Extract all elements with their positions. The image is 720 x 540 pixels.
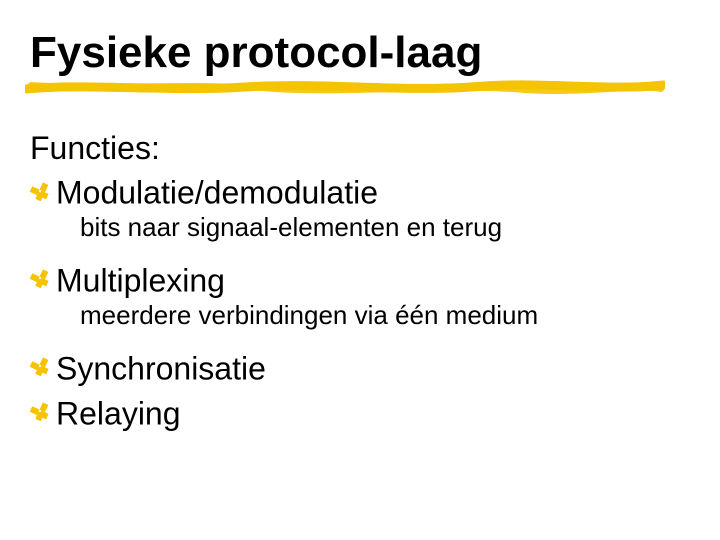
content-area: Functies: Modulatie/demodulatie bits naa…: [30, 130, 670, 432]
item-row: Modulatie/demodulatie: [30, 171, 670, 212]
windmill-bullet-icon: [30, 356, 56, 376]
item-row: Relaying: [30, 392, 670, 433]
windmill-bullet-icon: [30, 268, 56, 288]
list-item: Modulatie/demodulatie bits naar signaal-…: [30, 171, 670, 243]
item-row: Multiplexing: [30, 259, 670, 300]
item-label: Synchronisatie: [56, 350, 266, 386]
item-row: Synchronisatie: [30, 347, 670, 388]
item-label: Modulatie/demodulatie: [56, 174, 378, 210]
list-item: Multiplexing meerdere verbindingen via é…: [30, 259, 670, 331]
slide: Fysieke protocol-laag Functies:: [0, 0, 720, 540]
windmill-bullet-icon: [30, 401, 56, 421]
item-description: meerdere verbindingen via één medium: [80, 300, 670, 331]
item-label: Multiplexing: [56, 262, 225, 298]
title-underline: [25, 80, 665, 94]
list-item: Relaying: [30, 392, 670, 433]
section-subhead: Functies:: [30, 130, 670, 167]
slide-title: Fysieke protocol-laag: [30, 28, 482, 78]
brush-underline-icon: [25, 80, 665, 94]
windmill-bullet-icon: [30, 181, 56, 201]
item-label: Relaying: [56, 395, 181, 431]
list-item: Synchronisatie: [30, 347, 670, 388]
item-description: bits naar signaal-elementen en terug: [80, 212, 670, 243]
